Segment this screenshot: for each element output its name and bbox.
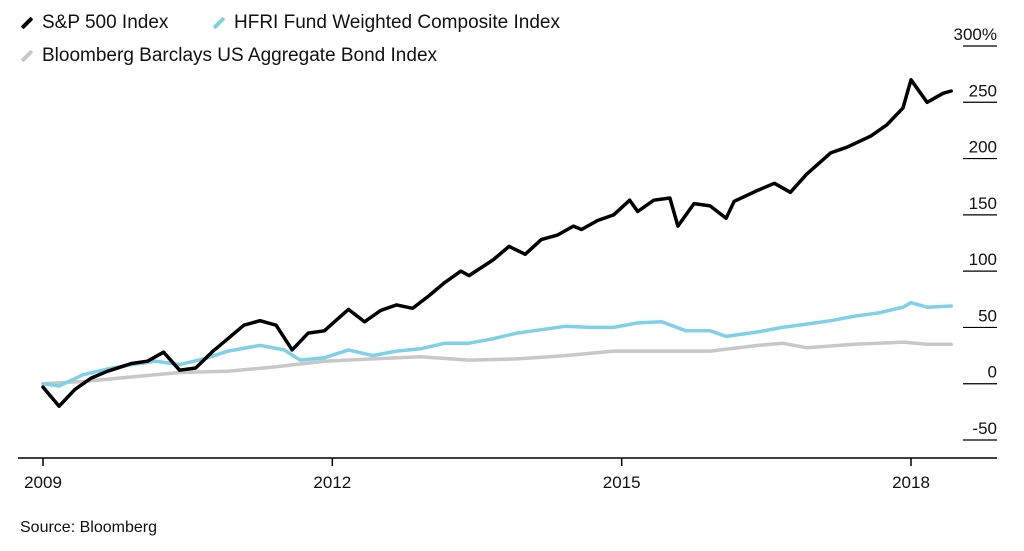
x-tick-label: 2012 [313, 473, 351, 492]
y-tick-label: 200 [969, 138, 997, 157]
legend-label-hfri: HFRI Fund Weighted Composite Index [234, 12, 560, 33]
legend-label-bond: Bloomberg Barclays US Aggregate Bond Ind… [42, 45, 438, 66]
legend-hfri: HFRI Fund Weighted Composite Index [210, 12, 560, 34]
y-tick-label: -50 [972, 419, 997, 438]
series-line-hfri [41, 300, 953, 388]
legend-label-sp500: S&P 500 Index [42, 12, 169, 33]
x-tick-label: 2009 [24, 473, 62, 492]
legend-sp500: S&P 500 Index [18, 12, 168, 34]
source-note: Source: Bloomberg [20, 519, 157, 536]
legend-bond: Bloomberg Barclays US Aggregate Bond Ind… [18, 45, 437, 67]
y-tick-label: 50 [978, 306, 997, 325]
x-tick-label: 2015 [603, 473, 641, 492]
y-tick-label: 150 [969, 194, 997, 213]
y-tick-label: 300% [954, 25, 997, 44]
series-line-sp500 [41, 78, 953, 408]
y-tick-label: 250 [969, 81, 997, 100]
y-tick-label: 100 [969, 250, 997, 269]
y-tick-label: 0 [988, 363, 997, 382]
x-tick-label: 2018 [892, 473, 930, 492]
series-line-bond [41, 340, 953, 386]
